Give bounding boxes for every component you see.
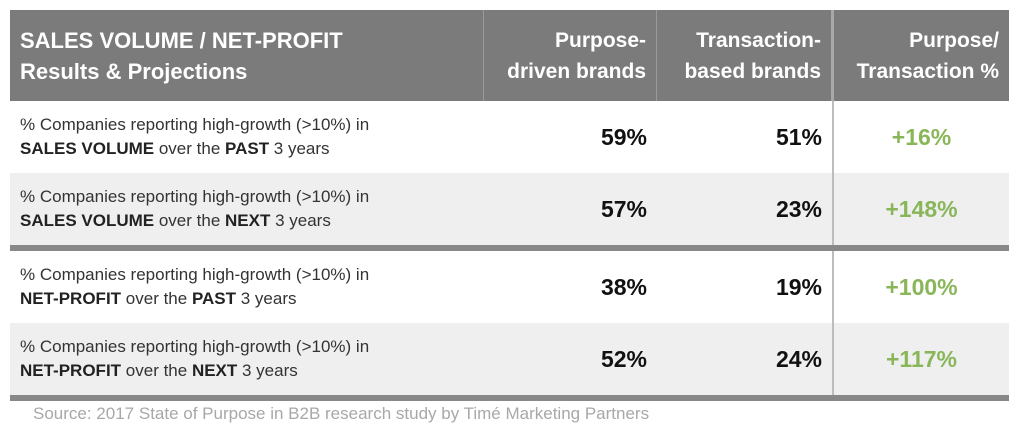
transaction-value: 51% [775, 123, 822, 150]
purpose-value-cell: 59% [484, 101, 657, 173]
purpose-value-cell: 38% [484, 251, 657, 323]
row-desc-line2: SALES VOLUME over the NEXT 3 years [20, 209, 331, 233]
row-desc-tail: 3 years [236, 289, 297, 308]
row-metric: NET-PROFIT [20, 289, 122, 308]
row-period: PAST [225, 139, 270, 158]
row-desc-mid: over the [121, 361, 192, 380]
row-desc-mid: over the [154, 139, 225, 158]
row-period: NEXT [225, 211, 271, 230]
row-description: % Companies reporting high-growth (>10%)… [10, 101, 484, 173]
header-title-line1: SALES VOLUME / NET-PROFIT [20, 27, 343, 53]
row-period: NEXT [191, 361, 238, 380]
transaction-value-cell: 23% [657, 173, 834, 245]
transaction-value-cell: 51% [657, 101, 834, 173]
table-header: SALES VOLUME / NET-PROFIT Results & Proj… [10, 10, 1009, 101]
ratio-value-cell: +100% [834, 251, 1009, 323]
section-divider [10, 245, 1009, 251]
ratio-value-cell: +117% [834, 323, 1009, 395]
row-desc-tail: 3 years [270, 211, 331, 230]
row-desc-tail: 3 years [237, 361, 298, 380]
source-note: Source: 2017 State of Purpose in B2B res… [33, 404, 650, 423]
header-purpose-line2: driven brands [507, 59, 646, 83]
row-description: % Companies reporting high-growth (>10%)… [10, 173, 484, 245]
purpose-value: 52% [600, 345, 647, 372]
transaction-value-cell: 19% [657, 251, 834, 323]
purpose-value-cell: 57% [484, 173, 657, 245]
header-title-line2: Results & Projections [20, 58, 248, 84]
purpose-value: 57% [600, 195, 647, 222]
ratio-value: +100% [885, 273, 958, 300]
row-desc-line2: NET-PROFIT over the PAST 3 years [20, 287, 297, 311]
table-row: % Companies reporting high-growth (>10%)… [10, 323, 1009, 395]
results-table: SALES VOLUME / NET-PROFIT Results & Proj… [10, 10, 1009, 401]
transaction-value: 19% [775, 273, 822, 300]
purpose-value: 59% [600, 123, 647, 150]
row-desc-line2: NET-PROFIT over the NEXT 3 years [20, 359, 298, 383]
header-purpose-driven: Purpose- driven brands [484, 10, 657, 101]
row-metric: SALES VOLUME [20, 211, 155, 230]
row-desc-line1: % Companies reporting high-growth (>10%)… [20, 265, 370, 284]
row-desc-tail: 3 years [269, 139, 330, 158]
header-title: SALES VOLUME / NET-PROFIT Results & Proj… [10, 10, 484, 101]
header-purpose-line1: Purpose- [554, 28, 646, 52]
header-transaction-line2: based brands [684, 59, 821, 83]
row-desc-line2: SALES VOLUME over the PAST 3 years [20, 137, 330, 161]
ratio-value: +117% [886, 345, 957, 372]
purpose-value-cell: 52% [484, 323, 657, 395]
row-desc-line1: % Companies reporting high-growth (>10%)… [20, 187, 370, 206]
row-desc-line1: % Companies reporting high-growth (>10%)… [20, 115, 370, 134]
bottom-divider [10, 395, 1009, 401]
transaction-value: 24% [775, 345, 822, 372]
row-metric: NET-PROFIT [20, 361, 122, 380]
header-ratio-line2: Transaction % [856, 59, 999, 83]
table-row: % Companies reporting high-growth (>10%)… [10, 173, 1009, 245]
row-metric: SALES VOLUME [20, 139, 155, 158]
header-transaction-line1: Transaction- [696, 28, 821, 52]
row-desc-mid: over the [154, 211, 225, 230]
table-row: % Companies reporting high-growth (>10%)… [10, 101, 1009, 173]
ratio-value-cell: +16% [834, 101, 1009, 173]
ratio-value: +16% [891, 123, 952, 150]
row-period: PAST [191, 289, 237, 308]
row-desc-mid: over the [121, 289, 192, 308]
ratio-value-cell: +148% [834, 173, 1009, 245]
row-description: % Companies reporting high-growth (>10%)… [10, 323, 484, 395]
ratio-value: +148% [885, 195, 958, 222]
header-transaction-based: Transaction- based brands [657, 10, 834, 101]
row-description: % Companies reporting high-growth (>10%)… [10, 251, 484, 323]
row-desc-line1: % Companies reporting high-growth (>10%)… [20, 337, 370, 356]
purpose-value: 38% [600, 273, 647, 300]
header-ratio: Purpose/ Transaction % [834, 10, 1009, 101]
table-row: % Companies reporting high-growth (>10%)… [10, 251, 1009, 323]
transaction-value: 23% [775, 195, 822, 222]
header-ratio-line1: Purpose/ [909, 28, 999, 52]
transaction-value-cell: 24% [657, 323, 834, 395]
